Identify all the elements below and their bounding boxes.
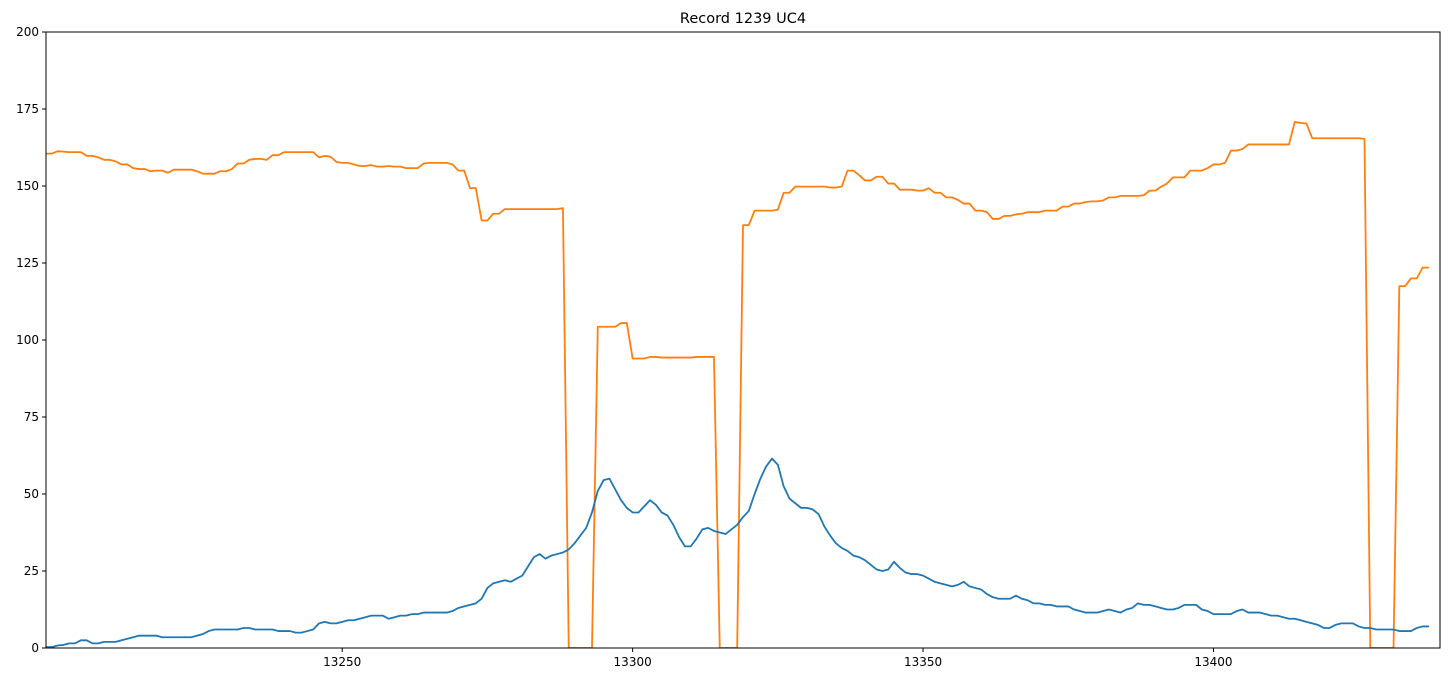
axes: 0 25 50 75 100 125 150 175 200 13250 13300 13350 134… [16, 25, 1441, 669]
y-tick-label: 125 [16, 256, 39, 270]
series-line-uc [46, 457, 1430, 648]
y-tick-label: 75 [24, 410, 39, 424]
y-tick-label: 100 [16, 333, 39, 347]
y-tick-label: 175 [16, 102, 39, 116]
x-tick-label: 13400 [1194, 655, 1232, 669]
series-line-fhr [46, 121, 1430, 648]
y-tick-label: 50 [24, 487, 39, 501]
x-tick-label: 13300 [614, 655, 652, 669]
x-tick-label: 13250 [323, 655, 361, 669]
y-tick-label: 150 [16, 179, 39, 193]
y-tick-label: 200 [16, 25, 39, 39]
x-tick-label: 13350 [904, 655, 942, 669]
y-tick-label: 0 [31, 641, 39, 655]
y-tick-label: 25 [24, 564, 39, 578]
series-layer [46, 121, 1430, 648]
chart-title: Record 1239 UC4 [680, 11, 806, 27]
